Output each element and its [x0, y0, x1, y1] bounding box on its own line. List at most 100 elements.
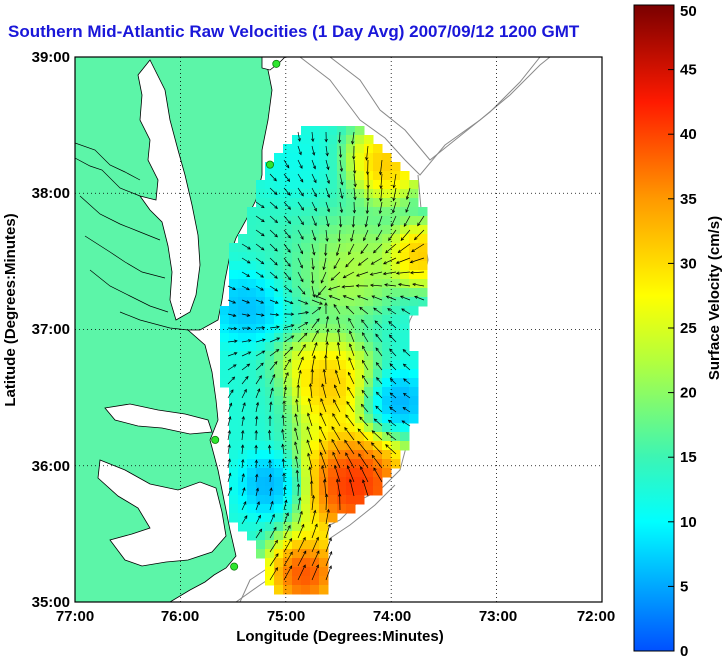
velocity-vector-head [392, 197, 396, 202]
velocity-cell [238, 522, 248, 532]
velocity-cell [229, 486, 239, 496]
velocity-cell [337, 405, 347, 415]
velocity-vector-head [352, 210, 357, 214]
velocity-cell [256, 549, 266, 559]
velocity-vector [315, 295, 327, 301]
velocity-cell [346, 207, 356, 217]
velocity-vector-head [334, 369, 339, 374]
velocity-vector-head [261, 233, 265, 237]
velocity-cell [301, 342, 311, 352]
velocity-vector-head [327, 287, 332, 291]
velocity-cell [229, 252, 239, 262]
velocity-cell [265, 189, 275, 199]
velocity-cell [274, 558, 284, 568]
velocity-vector-head [255, 473, 259, 478]
velocity-cell [283, 243, 293, 253]
velocity-vector-head [353, 183, 357, 188]
velocity-vector-head [330, 277, 335, 281]
velocity-vector-head [276, 337, 281, 341]
velocity-cell [364, 459, 374, 469]
velocity-vector [227, 473, 231, 483]
velocity-cell [400, 441, 410, 451]
velocity-cell [301, 279, 311, 289]
velocity-vector-head [287, 276, 292, 281]
velocity-cell [337, 180, 347, 190]
velocity-vector [385, 243, 397, 254]
velocity-cell [256, 441, 266, 451]
velocity-vector-head [349, 330, 353, 334]
velocity-cell [292, 504, 302, 514]
velocity-vector-head [364, 223, 368, 228]
velocity-cell [274, 180, 284, 190]
y-tick-0: 39:00 [32, 49, 70, 66]
velocity-vector-head [401, 420, 406, 424]
velocity-vector [282, 458, 285, 469]
velocity-cell [265, 369, 275, 379]
velocity-vector [375, 333, 383, 343]
velocity-vector-head [397, 249, 402, 254]
velocity-cell [409, 414, 419, 424]
velocity-vector [311, 271, 314, 284]
velocity-cell [337, 270, 347, 280]
velocity-vector [283, 335, 294, 343]
velocity-cell [301, 216, 311, 226]
velocity-vector [359, 307, 369, 315]
velocity-cell [346, 324, 356, 334]
velocity-vector [363, 229, 369, 241]
velocity-vector [375, 229, 383, 241]
velocity-cell [409, 216, 419, 226]
velocity-vector-head [271, 513, 275, 518]
velocity-vector-head [311, 494, 315, 499]
velocity-vector [331, 439, 341, 455]
colorbar-gradient [633, 4, 675, 652]
velocity-cell [373, 189, 383, 199]
velocity-vector [241, 389, 247, 399]
velocity-cell [409, 351, 419, 361]
velocity-cell [355, 252, 365, 262]
velocity-vector-head [285, 512, 289, 517]
velocity-cell [274, 360, 284, 370]
velocity-vector [353, 187, 356, 200]
velocity-cell [355, 234, 365, 244]
velocity-cell [256, 450, 266, 460]
velocity-vector-head [348, 478, 353, 483]
velocity-cell [328, 360, 338, 370]
velocity-vector-head [311, 266, 315, 271]
velocity-vector [255, 313, 264, 316]
velocity-cell [364, 369, 374, 379]
velocity-vector-head [274, 233, 278, 238]
velocity-cell [301, 450, 311, 460]
velocity-cell [409, 387, 419, 397]
velocity-vector-head [289, 537, 293, 542]
velocity-vector [297, 497, 301, 511]
velocity-vector-head [241, 458, 245, 463]
velocity-vector-head [385, 295, 390, 299]
velocity-vector-head [295, 469, 299, 474]
velocity-cell [364, 171, 374, 181]
velocity-cell [301, 306, 311, 316]
velocity-cell [247, 495, 257, 505]
velocity-cell [364, 198, 374, 208]
velocity-vector-head [317, 306, 322, 311]
velocity-cell [229, 315, 239, 325]
velocity-cell [310, 270, 320, 280]
velocity-vector-head [276, 325, 280, 329]
velocity-vector [383, 257, 397, 265]
velocity-vector [325, 187, 330, 198]
velocity-vector [227, 285, 236, 290]
velocity-vector-head [275, 553, 279, 557]
velocity-cell [337, 288, 347, 298]
velocity-vector [269, 243, 278, 252]
velocity-cell [274, 297, 284, 307]
velocity-cell [301, 162, 311, 172]
velocity-vector [401, 420, 411, 427]
velocity-vector-head [289, 551, 293, 556]
velocity-vector-head [256, 501, 260, 505]
velocity-vector-head [361, 374, 366, 379]
velocity-cell [355, 144, 365, 154]
velocity-cell [310, 243, 320, 253]
velocity-cell [301, 234, 311, 244]
velocity-cell [238, 486, 248, 496]
velocity-cell [301, 540, 311, 550]
velocity-cell [310, 414, 320, 424]
